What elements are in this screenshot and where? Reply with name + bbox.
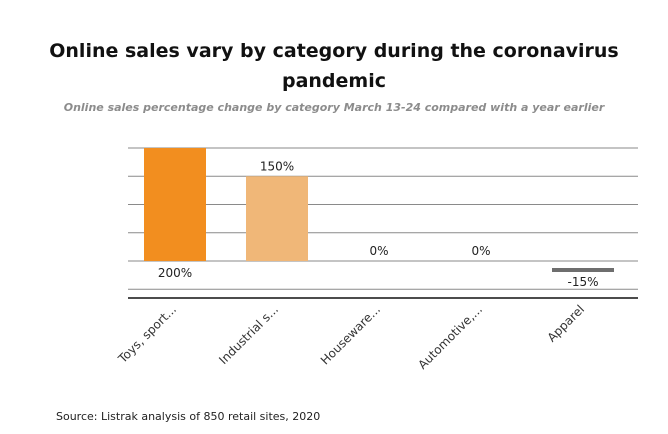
- data-labels: 200% 150% 0% 0% -15%: [158, 159, 599, 289]
- data-label: 200%: [158, 266, 192, 280]
- bar: [246, 176, 308, 261]
- category-tick-label: Automotive,...: [415, 302, 485, 372]
- category-tick-label: Houseware...: [318, 302, 383, 367]
- category-tick-label: Industrial s...: [216, 302, 281, 367]
- bars: [144, 148, 614, 272]
- gridlines: [128, 147, 638, 299]
- category-tick-labels: Toys, sport... Industrial s... Houseware..…: [115, 302, 587, 372]
- data-label: 0%: [369, 244, 388, 258]
- data-label: 0%: [471, 244, 490, 258]
- category-tick-label: Apparel: [545, 302, 588, 345]
- bar: [552, 268, 614, 272]
- chart-subtitle: Online sales percentage change by catego…: [63, 101, 605, 114]
- data-label: 150%: [260, 159, 294, 173]
- chart-source: Source: Listrak analysis of 850 retail s…: [56, 410, 321, 423]
- data-label: -15%: [567, 275, 598, 289]
- chart-title: Online sales vary by category during the…: [49, 40, 619, 92]
- bar: [144, 148, 206, 261]
- category-tick-label: Toys, sport...: [115, 302, 179, 366]
